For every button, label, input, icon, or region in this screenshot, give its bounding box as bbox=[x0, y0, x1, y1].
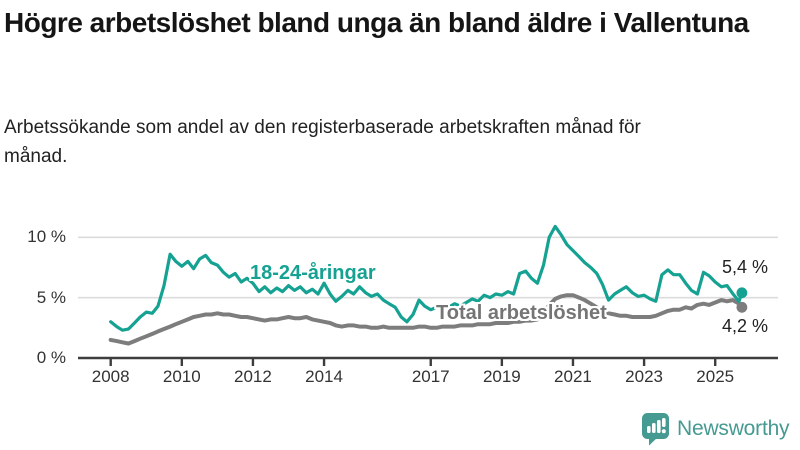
newsworthy-logo: Newsworthy bbox=[641, 412, 790, 446]
x-axis-tick-label: 2023 bbox=[625, 367, 663, 386]
line-series-young bbox=[109, 224, 744, 332]
x-axis-tick-label: 2014 bbox=[305, 367, 343, 386]
end-dot-total bbox=[736, 301, 748, 313]
x-axis-tick-label: 2019 bbox=[482, 367, 521, 386]
x-axis-tick-label: 2025 bbox=[696, 367, 735, 386]
newsworthy-logo-icon bbox=[642, 413, 669, 446]
newsworthy-logo-text: Newsworthy bbox=[677, 417, 790, 440]
series-label-total: Total arbetslöshet bbox=[436, 302, 607, 324]
x-axis-tick-label: 2021 bbox=[554, 367, 592, 386]
end-value-young: 5,4 % bbox=[722, 257, 769, 277]
page-subtitle: Arbetssökande som andel av den registerb… bbox=[4, 117, 641, 167]
line-series-total bbox=[108, 293, 744, 346]
y-axis-tick-label: 5 % bbox=[36, 287, 66, 307]
end-value-total: 4,2 % bbox=[722, 316, 769, 336]
y-axis-tick-label: 10 % bbox=[27, 227, 66, 247]
page-title: Högre arbetslöshet bland unga än bland ä… bbox=[4, 7, 749, 38]
series-label-young: 18-24-åringar bbox=[250, 262, 376, 284]
y-axis-tick-label: 0 % bbox=[36, 348, 66, 367]
x-axis-tick-label: 2012 bbox=[234, 367, 272, 386]
x-axis-tick-label: 2017 bbox=[411, 367, 450, 386]
end-dot-young bbox=[736, 287, 748, 299]
x-axis-tick-label: 2010 bbox=[162, 367, 201, 386]
x-axis-tick-label: 2008 bbox=[91, 367, 130, 386]
